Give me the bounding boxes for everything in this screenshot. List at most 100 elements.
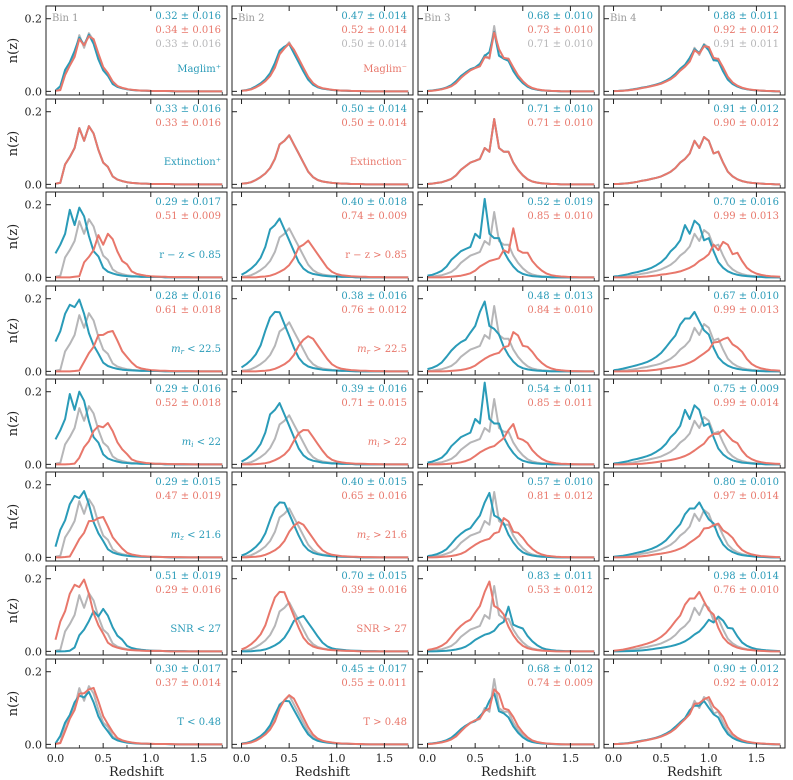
red-mean-label: 0.81 ± 0.012	[527, 491, 593, 502]
blue-mean-label: 0.88 ± 0.011	[713, 11, 779, 22]
panel: 0.80 ± 0.010 0.97 ± 0.014	[603, 471, 786, 562]
panel: 0.75 ± 0.009 0.99 ± 0.014	[603, 378, 786, 469]
panel-frame	[603, 565, 786, 656]
y-axis-label: n(z)	[6, 224, 21, 249]
blue-series-line	[241, 217, 409, 279]
blue-mean-label: 0.28 ± 0.016	[155, 291, 221, 302]
panel-frame	[417, 471, 600, 562]
gray-series-line	[613, 416, 781, 466]
x-axis-label: Redshift	[109, 765, 165, 780]
blue-mean-label: 0.50 ± 0.014	[341, 104, 407, 115]
panel-frame	[231, 191, 414, 282]
panel: 0.50 ± 0.014 0.50 ± 0.014 Extinction⁻	[231, 98, 414, 189]
red-series-line	[427, 118, 595, 186]
red-mean-label: 0.97 ± 0.014	[713, 491, 779, 502]
red-series-line	[241, 590, 409, 653]
panel-frame	[45, 658, 228, 749]
panel: 0.38 ± 0.016 0.76 ± 0.012 mr > 22.5	[231, 285, 414, 376]
red-mean-label: 0.74 ± 0.009	[341, 211, 407, 222]
x-tick-label: 0.5	[94, 752, 112, 765]
blue-series-line	[613, 699, 781, 746]
panel: 0.40 ± 0.015 0.65 ± 0.016 mz > 21.6	[231, 471, 414, 562]
gray-series-line	[613, 229, 781, 279]
red-series-line	[241, 335, 409, 373]
gray-mean-label: 0.71 ± 0.010	[527, 39, 593, 50]
red-series-line	[427, 31, 595, 93]
panel: 0.52 ± 0.019 0.85 ± 0.010	[417, 191, 600, 282]
blue-series-line	[613, 310, 781, 373]
panel-frame	[417, 98, 600, 189]
panel-frame	[603, 471, 786, 562]
red-series-line	[241, 42, 409, 93]
blue-split-label: mr < 22.5	[171, 344, 221, 356]
y-axis-label: n(z)	[6, 598, 21, 623]
red-mean-label: 0.76 ± 0.012	[341, 305, 407, 316]
gray-mean-label: 0.50 ± 0.014	[341, 39, 407, 50]
blue-split-label: mz < 21.6	[171, 530, 221, 542]
blue-series-line	[613, 219, 781, 279]
blue-mean-label: 0.33 ± 0.016	[155, 104, 221, 115]
blue-mean-label: 0.75 ± 0.009	[713, 384, 779, 395]
panel: 0.0 0.2 0.33 ± 0.016 0.33 ± 0.016 Extinction…	[25, 98, 228, 191]
panel-frame	[45, 565, 228, 656]
red-series-line	[427, 227, 595, 279]
y-tick-label: 0.2	[25, 386, 43, 399]
blue-mean-label: 0.83 ± 0.011	[527, 571, 593, 582]
blue-mean-label: 0.39 ± 0.016	[341, 384, 407, 395]
y-axis-label: n(z)	[6, 504, 21, 529]
panel: Bin 2 0.47 ± 0.014 0.52 ± 0.014 0.50 ± 0.01…	[231, 5, 414, 96]
red-mean-label: 0.76 ± 0.010	[713, 585, 779, 596]
red-mean-label: 0.39 ± 0.016	[341, 585, 407, 596]
panel-frame	[45, 378, 228, 469]
panel: 0.70 ± 0.016 0.99 ± 0.013	[603, 191, 786, 282]
panel: 0.0 0.2 0.29 ± 0.015 0.47 ± 0.019 mz < 21.6	[25, 471, 228, 564]
gray-series-line	[55, 592, 223, 653]
red-mean-label: 0.51 ± 0.009	[155, 211, 221, 222]
red-mean-label: 0.52 ± 0.014	[341, 25, 407, 36]
red-series-line	[55, 330, 223, 373]
bin-label: Bin 1	[52, 13, 79, 24]
bin-label: Bin 2	[238, 13, 265, 24]
panel: 0.54 ± 0.011 0.85 ± 0.011	[417, 378, 600, 469]
panel-frame	[231, 98, 414, 189]
blue-mean-label: 0.67 ± 0.010	[713, 291, 779, 302]
panel-frame	[45, 5, 228, 96]
red-series-line	[55, 516, 223, 559]
y-tick-label: 0.2	[25, 199, 43, 212]
panel-frame	[231, 565, 414, 656]
x-tick-label: 0.5	[280, 752, 298, 765]
gray-series-line	[613, 509, 781, 559]
panel: 0.83 ± 0.011 0.53 ± 0.012	[417, 565, 600, 656]
red-series-line	[613, 336, 781, 373]
blue-mean-label: 0.57 ± 0.010	[527, 477, 593, 488]
panel: 0.0 0.2 0.28 ± 0.016 0.61 ± 0.018 mr < 22.5	[25, 285, 228, 378]
blue-mean-label: 0.91 ± 0.012	[713, 104, 779, 115]
blue-split-label: mi < 22	[182, 437, 221, 449]
red-mean-label: 0.50 ± 0.014	[341, 118, 407, 129]
blue-series-line	[613, 501, 781, 559]
panel-frame	[45, 191, 228, 282]
panel: 0.98 ± 0.014 0.76 ± 0.010	[603, 565, 786, 656]
panel-frame	[417, 565, 600, 656]
red-mean-label: 0.71 ± 0.010	[527, 118, 593, 129]
blue-mean-label: 0.98 ± 0.014	[713, 571, 779, 582]
x-tick-label: 0.0	[605, 752, 623, 765]
red-series-line	[613, 590, 781, 653]
blue-mean-label: 0.90 ± 0.012	[713, 664, 779, 675]
panel: 0.0 0.2 0.30 ± 0.017 0.37 ± 0.014 T < 0.48 0.…	[25, 658, 228, 780]
red-series-line	[55, 125, 223, 186]
red-mean-label: 0.99 ± 0.014	[713, 398, 779, 409]
blue-mean-label: 0.54 ± 0.011	[527, 384, 593, 395]
blue-mean-label: 0.38 ± 0.016	[341, 291, 407, 302]
red-series-line	[241, 239, 409, 279]
blue-mean-label: 0.40 ± 0.015	[341, 477, 407, 488]
red-mean-label: 0.92 ± 0.012	[713, 25, 779, 36]
panel: 0.90 ± 0.012 0.92 ± 0.012 0.0 0.5 1.0 1.5 Reds…	[603, 658, 786, 780]
panel-frame	[231, 5, 414, 96]
red-split-label: mr > 22.5	[357, 344, 407, 356]
red-mean-label: 0.53 ± 0.012	[527, 585, 593, 596]
gray-series-line	[55, 685, 223, 746]
red-split-label: r − z > 0.85	[345, 250, 407, 261]
red-mean-label: 0.73 ± 0.010	[527, 25, 593, 36]
red-mean-label: 0.85 ± 0.010	[527, 211, 593, 222]
